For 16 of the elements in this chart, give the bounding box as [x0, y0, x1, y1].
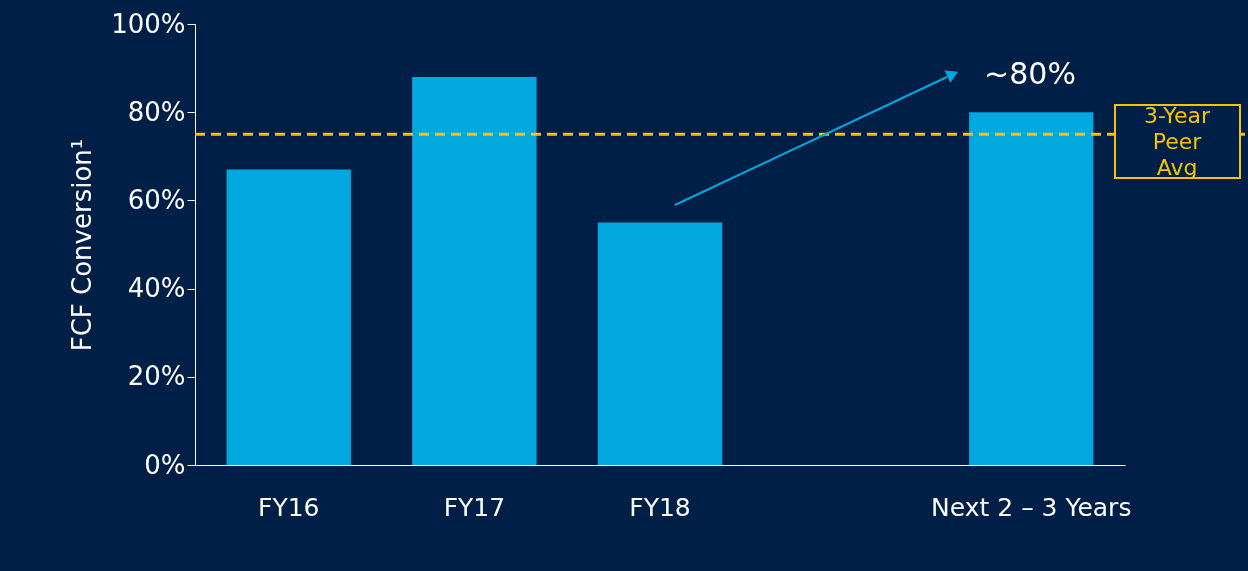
bar [412, 76, 537, 465]
y-tick-label: 80% [127, 96, 186, 127]
bar [969, 112, 1094, 465]
y-tick-label: 0% [144, 449, 186, 480]
x-tick-label: FY17 [443, 492, 506, 522]
y-tick-label: 20% [127, 361, 186, 392]
x-tick-label: Next 2 – 3 Years [931, 492, 1132, 522]
annotation: ~80% [984, 56, 1076, 91]
bar [226, 169, 351, 465]
x-tick-label: FY16 [258, 492, 320, 522]
y-tick-label: 40% [127, 273, 186, 304]
x-tick-label: FY18 [629, 492, 691, 522]
y-tick-label: 60% [127, 184, 186, 215]
y-axis-title: FCF Conversion¹ [67, 138, 98, 352]
y-tick-label: 100% [111, 8, 186, 39]
bar [597, 222, 723, 465]
